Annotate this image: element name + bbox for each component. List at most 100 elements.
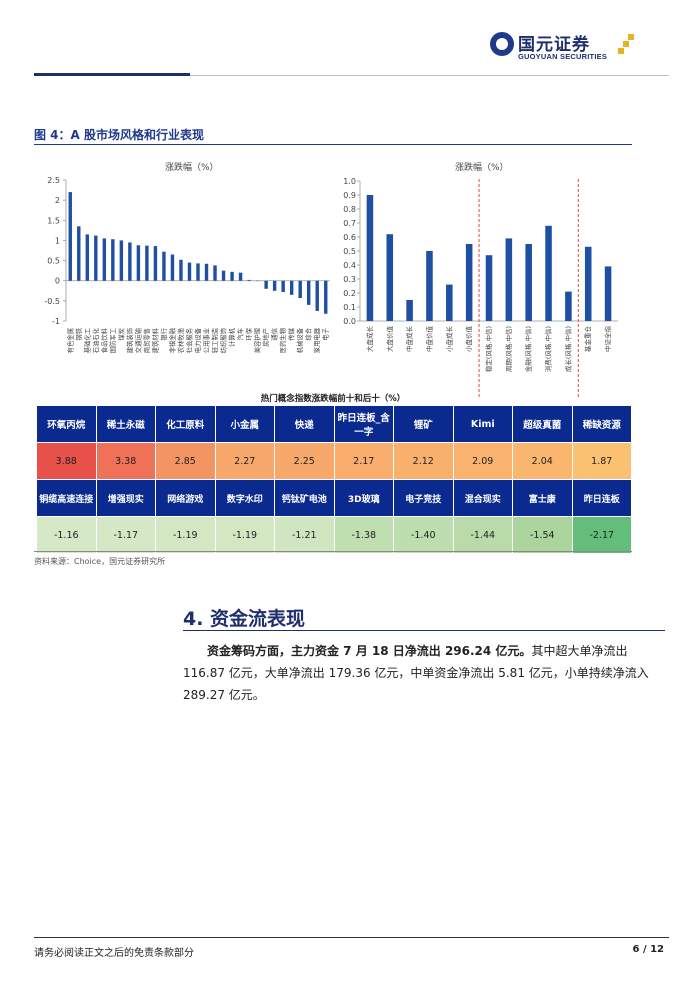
y-tick-label: 2.5 xyxy=(47,176,60,185)
bottom10-name-cell: 钙钛矿电池 xyxy=(274,479,335,517)
y-tick-label: 0.3 xyxy=(343,275,356,284)
top10-value-cell: 2.12 xyxy=(393,442,454,480)
top10-name-cell: 小金属 xyxy=(214,405,275,443)
x-tick-label: 房地产 xyxy=(261,328,270,347)
table-bottom-rule xyxy=(34,551,632,552)
x-tick-label: 公用事业 xyxy=(202,328,211,353)
bar xyxy=(386,234,394,321)
x-tick-label: 纺织服饰 xyxy=(219,328,228,353)
top10-value-cell: 2.85 xyxy=(155,442,216,480)
bottom10-name-cell: 铜缆高速连接 xyxy=(36,479,97,517)
x-tick-label: 石油石化 xyxy=(91,327,100,353)
y-tick-label: -1 xyxy=(52,317,60,326)
x-tick-label: 小盘价值 xyxy=(464,326,473,353)
x-tick-label: 社会服务 xyxy=(184,327,193,353)
bottom10-value-cell: -1.17 xyxy=(95,516,156,554)
y-tick-label: 1.5 xyxy=(47,216,60,225)
y-tick-label: 0.4 xyxy=(343,261,356,270)
top10-name-cell: 化工原料 xyxy=(155,405,216,443)
bottom10-name-cell: 富士康 xyxy=(512,479,573,517)
bar xyxy=(426,251,433,321)
x-tick-label: 通信 xyxy=(270,328,279,341)
x-tick-label: 消费(风格.中信) xyxy=(544,326,553,372)
x-tick-label: 中证全指 xyxy=(603,326,612,353)
bar xyxy=(525,244,532,321)
section-paragraph: 资金筹码方面，主力资金 7 月 18 日净流出 296.24 亿元。其中超大单净… xyxy=(183,640,667,706)
x-tick-label: 交通运输 xyxy=(133,327,142,353)
top10-name-cell: 快递 xyxy=(274,405,335,443)
section-title-rule xyxy=(183,630,665,631)
x-tick-label: 医药生物 xyxy=(278,328,287,353)
y-tick-label: 0.8 xyxy=(343,205,356,214)
top10-value-cell: 3.88 xyxy=(36,442,97,480)
x-tick-label: 钢铁 xyxy=(74,327,83,340)
x-tick-label: 电力设备 xyxy=(193,327,202,353)
x-tick-label: 机械设备 xyxy=(295,327,304,353)
figure-title: 图 4：A 股市场风格和行业表现 xyxy=(34,128,204,142)
footer-divider xyxy=(34,937,669,938)
top10-name-cell: Kimi xyxy=(452,405,513,443)
hot-concepts-table: 环氧丙烷 稀土永磁 化工原料 小金属 快递 昨日连板_含一字 锂矿 Kimi 超级真菌 稀缺资源 … xyxy=(36,405,632,554)
x-tick-label: 稳定(风格.中信) xyxy=(484,326,493,372)
bar xyxy=(238,272,243,281)
bottom10-name-cell: 混合现实 xyxy=(452,479,513,517)
x-tick-label: 计算机 xyxy=(227,327,236,347)
bottom10-name-cell: 增强现实 xyxy=(95,479,156,517)
logo-stairs-icon xyxy=(618,34,634,54)
x-tick-label: 轻工制造 xyxy=(210,327,219,353)
y-tick-label: 0.7 xyxy=(343,219,356,228)
bar xyxy=(213,265,217,281)
top10-value-cell: 2.27 xyxy=(214,442,275,480)
x-tick-label: 大盘成长 xyxy=(365,326,374,353)
x-tick-label: 基金重仓 xyxy=(583,326,592,353)
bar xyxy=(162,251,166,281)
bar xyxy=(128,242,132,281)
bar xyxy=(281,280,285,292)
y-tick-label: 0.0 xyxy=(343,317,356,326)
x-tick-label: 有色金属 xyxy=(65,328,74,353)
bottom10-value-cell: -1.19 xyxy=(214,516,275,554)
bar xyxy=(179,259,183,281)
bottom10-value-row: -1.16 -1.17 -1.19 -1.19 -1.21 -1.38 -1.40 -1.44… xyxy=(36,516,632,554)
top10-name-cell: 稀缺资源 xyxy=(571,405,632,443)
bottom10-name-cell: 网络游戏 xyxy=(155,479,216,517)
bar xyxy=(85,234,89,281)
bar xyxy=(584,246,592,321)
bar xyxy=(187,262,192,281)
bottom10-value-cell: -1.21 xyxy=(274,516,335,554)
footer-disclaimer: 请务必阅读正文之后的免责条款部分 xyxy=(34,948,194,959)
bar xyxy=(264,280,268,289)
x-tick-label: 周期(风格.中信) xyxy=(504,326,513,372)
x-tick-label: 建筑材料 xyxy=(150,327,159,353)
top10-name-row: 环氧丙烷 稀土永磁 化工原料 小金属 快递 昨日连板_含一字 锂矿 Kimi 超级真菌 稀缺资源 xyxy=(36,405,632,443)
bar xyxy=(247,279,251,281)
bar xyxy=(366,195,374,321)
bar xyxy=(307,280,311,305)
x-tick-label: 家用电器 xyxy=(312,327,321,353)
bar xyxy=(111,239,115,281)
bar xyxy=(565,291,572,321)
y-tick-label: 0.2 xyxy=(343,289,356,298)
bottom10-value-cell: -1.16 xyxy=(36,516,97,554)
section-title: 4. 资金流表现 xyxy=(183,608,306,630)
y-tick-label: 0.5 xyxy=(343,247,356,256)
chart-left-title: 涨跌幅（%） xyxy=(165,163,219,173)
logo-mark-icon xyxy=(490,32,514,56)
top10-value-cell: 2.25 xyxy=(274,442,335,480)
bar xyxy=(119,240,124,281)
x-tick-label: 传媒 xyxy=(287,327,296,340)
x-tick-label: 农林牧渔 xyxy=(176,328,185,353)
paragraph-lead: 资金筹码方面，主力资金 7 月 18 日净流出 296.24 亿元。 xyxy=(207,644,532,658)
logo-english-name: GUOYUAN SECURITIES xyxy=(518,52,608,61)
bar xyxy=(170,254,175,281)
x-tick-label: 非银金融 xyxy=(167,327,176,353)
x-tick-label: 银行 xyxy=(159,327,168,340)
y-tick-label: 0.9 xyxy=(343,191,356,200)
bar xyxy=(289,280,294,295)
bar xyxy=(204,263,209,281)
bar xyxy=(446,284,453,321)
bottom10-name-cell: 3D玻璃 xyxy=(333,479,394,517)
bar xyxy=(465,244,473,321)
header-divider xyxy=(34,75,669,76)
y-tick-label: 0.6 xyxy=(343,233,356,242)
